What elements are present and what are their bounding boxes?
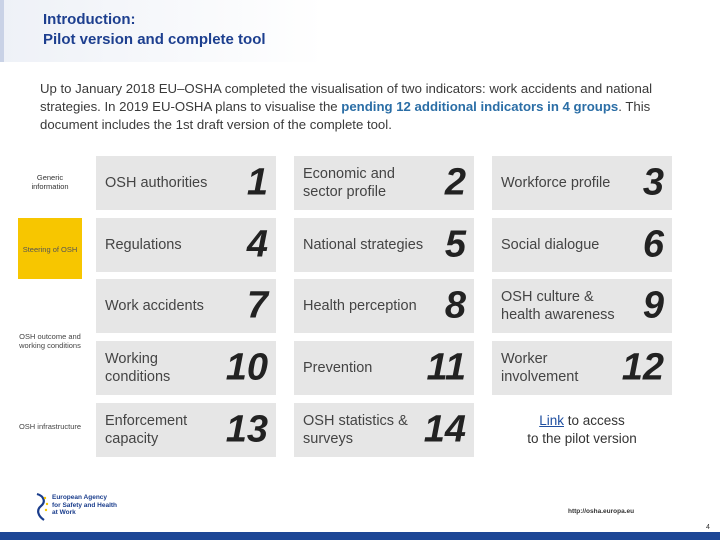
page-title: Introduction: Pilot version and complete… <box>43 10 266 50</box>
indicator-label: Regulations <box>105 237 182 253</box>
indicator-number: 9 <box>642 284 664 327</box>
indicator-number: 4 <box>246 223 268 266</box>
title-line-1: Introduction: <box>43 11 136 28</box>
indicator-tile[interactable]: OSH authorities 1 <box>96 156 276 210</box>
indicator-tile[interactable]: Regulations 4 <box>96 218 276 272</box>
indicator-number: 14 <box>423 408 466 451</box>
indicator-tile[interactable]: Social dialogue 6 <box>492 218 672 272</box>
indicator-number: 12 <box>621 346 664 389</box>
group-osh-infrastructure: OSH infrastructure <box>18 397 82 455</box>
indicator-number: 10 <box>225 346 268 389</box>
pilot-link-text: to access <box>563 413 625 428</box>
group-label-text: OSH infrastructure <box>18 421 82 431</box>
group-label-text: Steering of OSH <box>22 244 78 254</box>
indicator-label: Worker involvement <box>501 351 579 385</box>
indicator-tile[interactable]: Enforcement capacity 13 <box>96 403 276 457</box>
indicator-number: 1 <box>246 161 268 204</box>
page-number: 4 <box>706 524 710 531</box>
indicator-label: Workforce profile <box>501 175 611 191</box>
indicator-label: Social dialogue <box>501 237 600 253</box>
indicator-number: 3 <box>642 161 664 204</box>
indicator-tile[interactable]: Working conditions 10 <box>96 341 276 395</box>
indicator-tile[interactable]: Prevention 11 <box>294 341 474 395</box>
indicator-label: Economic and sector profile <box>303 166 395 200</box>
indicator-number: 8 <box>444 284 466 327</box>
indicator-label: OSH statistics & surveys <box>303 413 408 447</box>
footer-url[interactable]: http://osha.europa.eu <box>568 508 635 515</box>
title-line-2: Pilot version and complete tool <box>43 31 266 48</box>
logo-line: for Safety and Health <box>52 501 118 509</box>
indicator-number: 2 <box>444 161 466 204</box>
pilot-link-box: Link to access to the pilot version <box>492 403 672 457</box>
indicator-label: Work accidents <box>105 298 204 314</box>
indicator-label: OSH authorities <box>105 175 208 191</box>
indicator-label: OSH culture & health awareness <box>501 289 615 323</box>
intro-paragraph: Up to January 2018 EU–OSHA completed the… <box>40 80 680 134</box>
indicator-tile[interactable]: OSH statistics & surveys 14 <box>294 403 474 457</box>
logo-line: at Work <box>52 509 76 516</box>
intro-text-end: . This document includes the 1st draft v… <box>40 99 651 132</box>
logo-text: European Agency for Safety and Health at… <box>52 494 117 517</box>
header-band <box>0 0 720 62</box>
indicator-tile[interactable]: Work accidents 7 <box>96 279 276 333</box>
indicator-label: National strategies <box>303 237 424 253</box>
indicator-tile[interactable]: National strategies 5 <box>294 218 474 272</box>
group-label-text: Generic information <box>31 173 69 191</box>
indicator-number: 6 <box>642 223 664 266</box>
indicator-tile[interactable]: OSH culture & health awareness 9 <box>492 279 672 333</box>
group-osh-outcomes: OSH outcome and working conditions <box>18 279 82 403</box>
logo-line: European Agency <box>52 494 108 501</box>
intro-highlight: pending 12 additional indicators in 4 gr… <box>341 99 619 114</box>
indicator-number: 11 <box>426 346 466 389</box>
pilot-link-text-line2: to the pilot version <box>527 431 637 446</box>
group-generic-information: Generic information <box>18 158 82 206</box>
footer-bar <box>0 532 720 540</box>
indicator-tile[interactable]: Economic and sector profile 2 <box>294 156 474 210</box>
indicator-tile[interactable]: Workforce profile 3 <box>492 156 672 210</box>
intro-text: Up to January 2018 EU–OSHA completed the… <box>40 81 653 114</box>
indicator-number: 7 <box>246 284 268 327</box>
indicator-number: 13 <box>225 408 268 451</box>
indicator-number: 5 <box>444 223 466 266</box>
indicator-tile[interactable]: Worker involvement 12 <box>492 341 672 395</box>
group-label-text: OSH outcome and working conditions <box>19 332 81 350</box>
indicator-label: Enforcement capacity <box>105 413 188 447</box>
eu-osha-logo: European Agency for Safety and Health at… <box>34 492 124 524</box>
indicator-tile[interactable]: Health perception 8 <box>294 279 474 333</box>
indicator-label: Prevention <box>303 360 373 376</box>
eu-osha-logo-icon <box>36 492 49 521</box>
pilot-version-link[interactable]: Link <box>539 413 564 428</box>
group-steering-of-osh: Steering of OSH <box>18 218 82 280</box>
indicator-label: Working conditions <box>105 351 171 385</box>
indicator-label: Health perception <box>303 298 417 314</box>
